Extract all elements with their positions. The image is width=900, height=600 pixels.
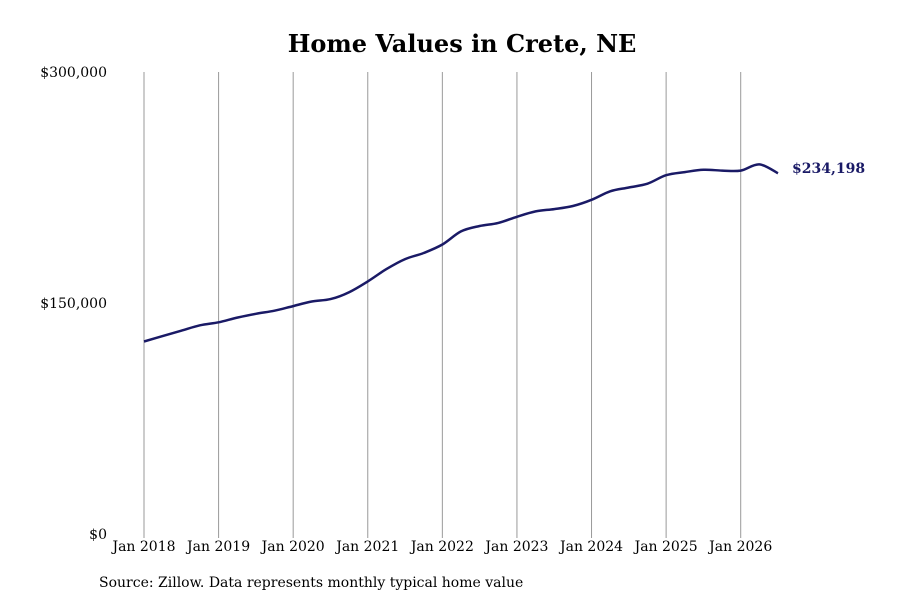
source-note: Source: Zillow. Data represents monthly …	[99, 575, 523, 591]
x-tick-label: Jan 2022	[409, 539, 474, 555]
y-tick-label: $0	[89, 527, 107, 543]
x-tick-label: Jan 2023	[483, 539, 548, 555]
x-tick-label: Jan 2021	[334, 539, 399, 555]
x-tick-label: Jan 2019	[185, 539, 250, 555]
x-tick-label: Jan 2026	[707, 539, 772, 555]
chart-title: Home Values in Crete, NE	[288, 29, 637, 58]
last-value-label: $234,198	[792, 161, 865, 177]
y-axis-ticks: $0 $150,000 $300,000	[40, 65, 107, 543]
x-tick-label: Jan 2024	[558, 539, 623, 555]
x-tick-label: Jan 2025	[633, 539, 698, 555]
y-tick-label: $150,000	[40, 296, 107, 312]
x-tick-label: Jan 2020	[260, 539, 325, 555]
gridlines	[143, 72, 742, 538]
x-tick-label: Jan 2018	[110, 539, 175, 555]
y-tick-label: $300,000	[40, 65, 107, 81]
x-axis-ticks: Jan 2018 Jan 2019 Jan 2020 Jan 2021 Jan 2022…	[110, 539, 772, 555]
series-layer	[143, 163, 779, 343]
home-value-line	[143, 163, 779, 343]
